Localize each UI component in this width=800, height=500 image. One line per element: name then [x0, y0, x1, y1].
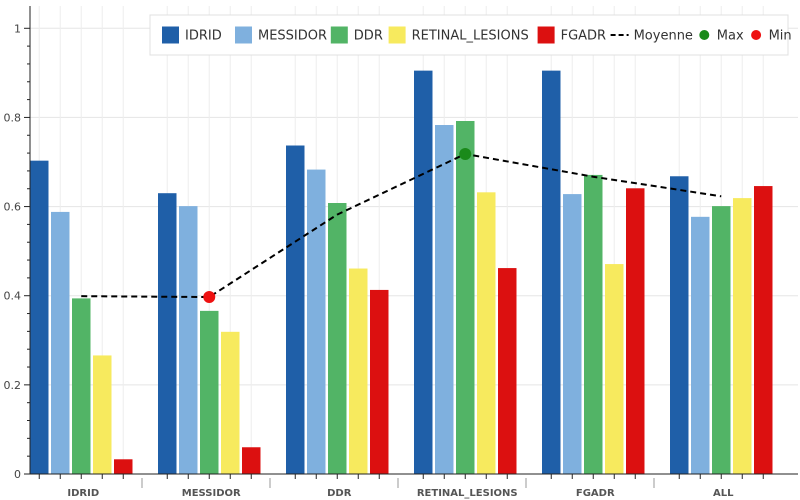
bar-retinal-lesions-ddr	[349, 268, 368, 474]
category-label-idrid: IDRID	[67, 488, 99, 499]
bar-ddr-messidor	[200, 310, 219, 474]
bar-retinal-lesions-fgadr	[605, 264, 624, 474]
legend-label-retinal-lesions: RETINAL_LESIONS	[412, 29, 529, 44]
category-label-all: ALL	[713, 488, 734, 499]
bar-messidor-fgadr	[563, 194, 582, 474]
legend-swatch-fgadr	[537, 26, 555, 44]
bar-fgadr-idrid	[114, 459, 133, 474]
legend-box	[149, 14, 789, 56]
average-line	[81, 152, 722, 299]
bar-retinal-lesions-idrid	[93, 355, 112, 474]
legend-label-ddr: DDR	[354, 29, 383, 44]
category-label-retinal-lesions: RETINAL_LESIONS	[417, 488, 518, 499]
category-label-fgadr: FGADR	[576, 488, 615, 499]
category-label-messidor: MESSIDOR	[182, 488, 241, 499]
category-label-ddr: DDR	[327, 488, 352, 499]
axis-layer: 0 0.2 0.4 0.6 0.8 1 IDRID MESSIDOR DDR RETINAL_LE…	[4, 6, 798, 499]
legend-label-max: Max	[717, 29, 744, 44]
bar-idrid-fgadr	[542, 70, 561, 474]
y-tick-label: 0.4	[4, 290, 22, 303]
bar-retinal-lesions-messidor	[221, 331, 240, 474]
average-line-layer	[81, 147, 722, 304]
bar-idrid-ddr	[286, 145, 305, 474]
legend: IDRID MESSIDOR DDR RETINAL_LESIONS FGADR Moye…	[149, 14, 792, 56]
y-tick-label: 0.8	[4, 111, 22, 124]
bar-ddr-retinal-lesions	[456, 120, 475, 474]
bar-ddr-fgadr	[584, 174, 603, 474]
legend-label-messidor: MESSIDOR	[258, 29, 327, 44]
bar-idrid-retinal-lesions	[414, 70, 433, 474]
y-tick-label: 0	[14, 468, 21, 481]
y-tick-label: 1	[14, 22, 21, 35]
bar-ddr-all	[712, 206, 731, 474]
min-marker	[203, 291, 216, 304]
y-tick-label: 0.6	[4, 201, 22, 214]
bar-ddr-idrid	[72, 298, 91, 474]
bar-fgadr-messidor	[242, 447, 261, 474]
legend-swatch-messidor	[235, 26, 252, 44]
bar-retinal-lesions-all	[733, 198, 752, 475]
legend-label-moyenne: Moyenne	[634, 29, 693, 44]
bar-retinal-lesions-retinal-lesions	[477, 192, 496, 474]
bar-fgadr-fgadr	[626, 188, 645, 474]
bars-layer	[30, 70, 773, 475]
y-tick-label: 0.2	[4, 379, 22, 392]
bar-messidor-messidor	[179, 206, 198, 474]
bar-messidor-ddr	[307, 169, 326, 474]
bar-fgadr-retinal-lesions	[498, 268, 517, 474]
legend-label-idrid: IDRID	[185, 29, 222, 44]
bar-idrid-messidor	[158, 193, 177, 474]
legend-swatch-idrid	[162, 26, 179, 44]
legend-label-min: Min	[769, 29, 792, 44]
max-marker	[459, 147, 472, 160]
bar-idrid-all	[670, 176, 689, 474]
bar-fgadr-all	[754, 186, 773, 474]
bar-ddr-ddr	[328, 203, 347, 474]
bar-fgadr-ddr	[370, 289, 389, 474]
bar-messidor-all	[691, 216, 710, 474]
bar-messidor-idrid	[51, 211, 70, 475]
bar-messidor-retinal-lesions	[435, 125, 454, 475]
bar-idrid-idrid	[30, 160, 49, 475]
legend-label-fgadr: FGADR	[561, 29, 607, 44]
legend-swatch-ddr	[330, 26, 348, 44]
legend-swatch-max	[699, 30, 710, 40]
legend-swatch-retinal-lesions	[388, 26, 406, 44]
legend-swatch-min	[751, 30, 762, 40]
